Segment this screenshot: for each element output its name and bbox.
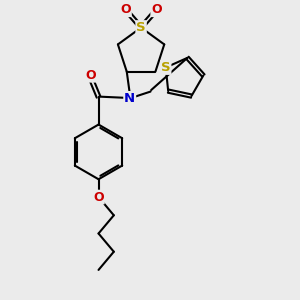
- Text: O: O: [85, 69, 95, 82]
- Text: S: S: [136, 21, 146, 34]
- Text: N: N: [124, 92, 135, 105]
- Text: O: O: [93, 190, 104, 204]
- Text: S: S: [161, 61, 170, 74]
- Text: O: O: [151, 3, 162, 16]
- Text: O: O: [120, 3, 131, 16]
